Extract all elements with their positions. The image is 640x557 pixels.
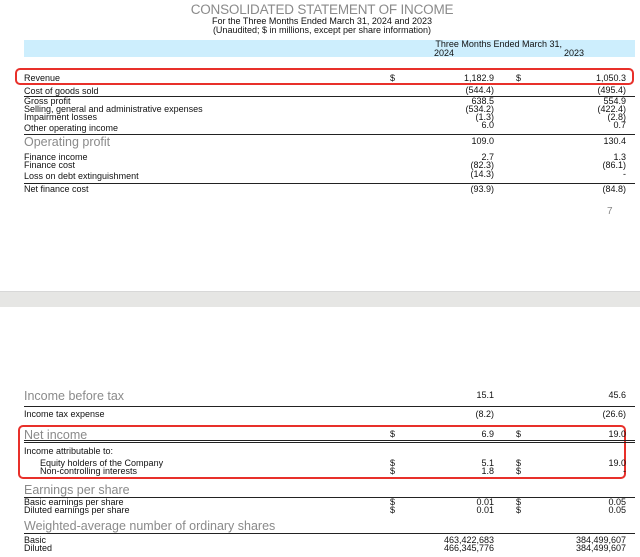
- value-2023: -: [623, 169, 626, 179]
- row-label: Basic earnings per share: [24, 497, 124, 507]
- value-2023: 384,499,607: [575, 543, 626, 553]
- currency-symbol-2023: $: [516, 505, 522, 515]
- currency-symbol-2023: $: [516, 466, 522, 476]
- value-2024: (93.9): [470, 184, 494, 194]
- value-2023: 0.7: [613, 120, 626, 130]
- value-2024: 638.5: [471, 96, 494, 106]
- value-2024: (8.2): [475, 409, 494, 419]
- row-label: Basic: [24, 535, 47, 545]
- row-label: Income before tax: [24, 389, 125, 403]
- value-2023: 0.05: [608, 505, 626, 515]
- page-number: 7: [607, 206, 613, 217]
- divider: [24, 533, 635, 534]
- statement-note: (Unaudited; $ in millions, except per sh…: [212, 25, 432, 35]
- value-2023: 384,499,607: [575, 535, 626, 545]
- value-2023: 1,050.3: [595, 73, 626, 83]
- value-2024: 15.1: [476, 390, 494, 400]
- row-label: Weighted-average number of ordinary shar…: [24, 519, 276, 533]
- value-2023: (422.4): [597, 104, 626, 114]
- row-label: Impairment losses: [24, 112, 98, 122]
- divider: [24, 183, 635, 184]
- value-2024: (534.2): [465, 104, 494, 114]
- currency-symbol-2024: $: [390, 497, 396, 507]
- value-2023: 0.05: [608, 497, 626, 507]
- value-2024: 109.0: [471, 136, 494, 146]
- statement-subtitle: For the Three Months Ended March 31, 202…: [212, 16, 432, 26]
- value-2024: 466,345,776: [443, 543, 494, 553]
- value-2024: 0.01: [476, 505, 494, 515]
- divider: [24, 134, 635, 135]
- row-label: Operating profit: [24, 135, 111, 149]
- value-2024: (1.3): [475, 112, 494, 122]
- revenue-highlight-box: [15, 68, 634, 85]
- divider: [24, 497, 635, 498]
- currency-symbol-2024: $: [390, 458, 396, 468]
- row-label: Finance cost: [24, 160, 76, 170]
- value-2023: 19.0: [608, 458, 626, 468]
- value-2024: 6.0: [481, 120, 494, 130]
- row-label: Income tax expense: [24, 409, 105, 419]
- currency-symbol-2023: $: [516, 429, 522, 439]
- value-2023: 19.0: [608, 429, 626, 439]
- value-2023: 130.4: [603, 136, 626, 146]
- value-2023: (26.6): [602, 409, 626, 419]
- currency-symbol-2024: $: [390, 466, 396, 476]
- value-2024: (14.3): [470, 169, 494, 179]
- row-label: Net income: [24, 428, 88, 442]
- currency-symbol-2023: $: [516, 497, 522, 507]
- row-label: Diluted: [24, 543, 53, 553]
- divider: [24, 96, 635, 97]
- row-label: Earnings per share: [24, 483, 130, 497]
- currency-symbol-2023: $: [516, 73, 522, 83]
- row-label: Diluted earnings per share: [24, 505, 130, 515]
- divider: [24, 406, 635, 407]
- row-label: Gross profit: [24, 96, 71, 106]
- value-2023: 45.6: [608, 390, 626, 400]
- row-label: Cost of goods sold: [24, 86, 99, 96]
- value-2024: 2.7: [481, 152, 494, 162]
- currency-symbol-2024: $: [390, 73, 396, 83]
- value-2024: 1.8: [481, 466, 494, 476]
- value-2023: (86.1): [602, 160, 626, 170]
- double-divider: [24, 440, 635, 443]
- row-label: Equity holders of the Company: [40, 458, 164, 468]
- row-label: Selling, general and administrative expe…: [24, 104, 203, 114]
- row-label: Revenue: [24, 73, 61, 83]
- value-2024: 5.1: [481, 458, 494, 468]
- year-2023-header: 2023: [563, 48, 584, 58]
- value-2024: (544.4): [465, 85, 494, 95]
- row-label: Income attributable to:: [24, 446, 114, 456]
- value-2023: -: [623, 466, 626, 476]
- value-2024: 6.9: [481, 429, 494, 439]
- value-2024: 1,182.9: [463, 73, 494, 83]
- row-label: Other operating income: [24, 123, 119, 133]
- row-label: Non-controlling interests: [40, 466, 138, 476]
- value-2023: (2.8): [607, 112, 626, 122]
- value-2023: 1.3: [613, 152, 626, 162]
- value-2023: (495.4): [597, 85, 626, 95]
- value-2024: 463,422,683: [443, 535, 494, 545]
- page-separator: [0, 291, 640, 307]
- net-income-highlight-box: [18, 425, 626, 479]
- value-2023: 554.9: [603, 96, 626, 106]
- value-2023: (84.8): [602, 184, 626, 194]
- period-label: Three Months Ended March 31,: [435, 39, 562, 49]
- column-header-band: [24, 40, 635, 57]
- statement-title: CONSOLIDATED STATEMENT OF INCOME: [190, 2, 454, 17]
- currency-symbol-2024: $: [390, 429, 396, 439]
- currency-symbol-2024: $: [390, 505, 396, 515]
- row-label: Loss on debt extinguishment: [24, 171, 139, 181]
- value-2024: (82.3): [470, 160, 494, 170]
- year-2024-header: 2024: [433, 48, 454, 58]
- row-label: Finance income: [24, 152, 88, 162]
- currency-symbol-2023: $: [516, 458, 522, 468]
- value-2024: 0.01: [476, 497, 494, 507]
- row-label: Net finance cost: [24, 184, 89, 194]
